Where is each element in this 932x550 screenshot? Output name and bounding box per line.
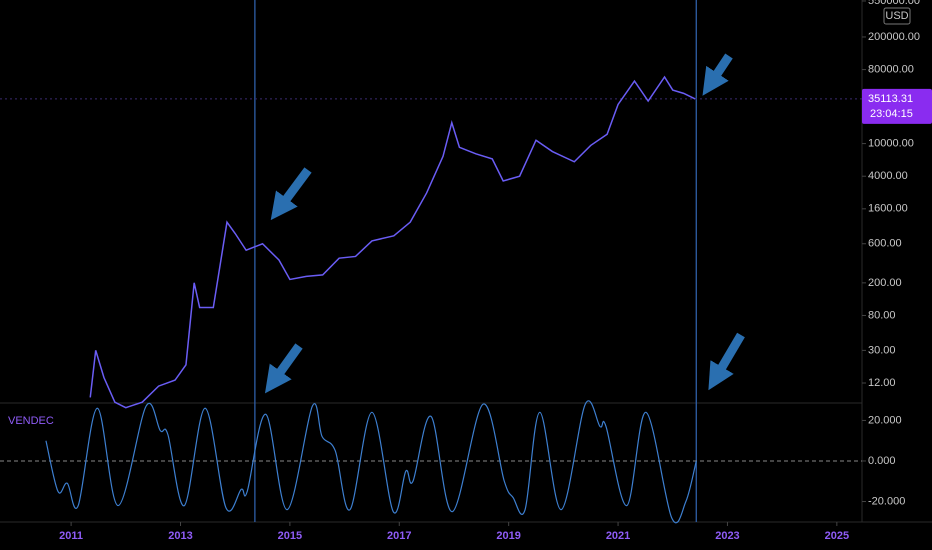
price-label: 35113.31 [868,93,913,105]
x-tick-label: 2019 [496,530,520,542]
y-tick-label: 200.00 [868,277,902,289]
data-line [45,400,697,524]
y-tick-label: 80000.00 [868,63,914,75]
x-tick-label: 2011 [59,530,83,542]
y-tick-label: 0.000 [868,455,896,467]
y-tick-label: 80.00 [868,309,896,321]
data-line [89,75,696,409]
y-tick-label: 600.00 [868,238,902,250]
x-tick-label: 2017 [387,530,411,542]
x-tick-label: 2023 [715,530,739,542]
currency-box [883,7,911,25]
x-tick-label: 2013 [168,530,192,542]
countdown-label: 23:04:15 [870,108,913,120]
x-tick-label: 2021 [606,530,630,542]
arrow [270,167,312,221]
y-tick-label: -20.000 [868,495,905,507]
x-tick-label: 2015 [278,530,302,542]
x-tick-label: 2025 [825,530,849,542]
y-tick-label: 20.000 [868,414,902,426]
y-tick-label: 1600.00 [868,203,908,215]
y-tick-label: 12.00 [868,377,896,389]
y-tick-label: 200000.00 [868,31,920,43]
y-tick-label: 10000.00 [868,138,914,150]
price-label-box [862,88,932,124]
currency-label: USD [885,10,908,22]
arrow [708,332,745,391]
arrow [702,53,733,96]
arrow [264,343,303,394]
y-tick-label: 550000.00 [868,0,920,7]
indicator-title: VENDEC [8,415,54,427]
y-tick-label: 4000.00 [868,170,908,182]
arrows [264,53,745,394]
y-tick-label: 30.00 [868,344,896,356]
